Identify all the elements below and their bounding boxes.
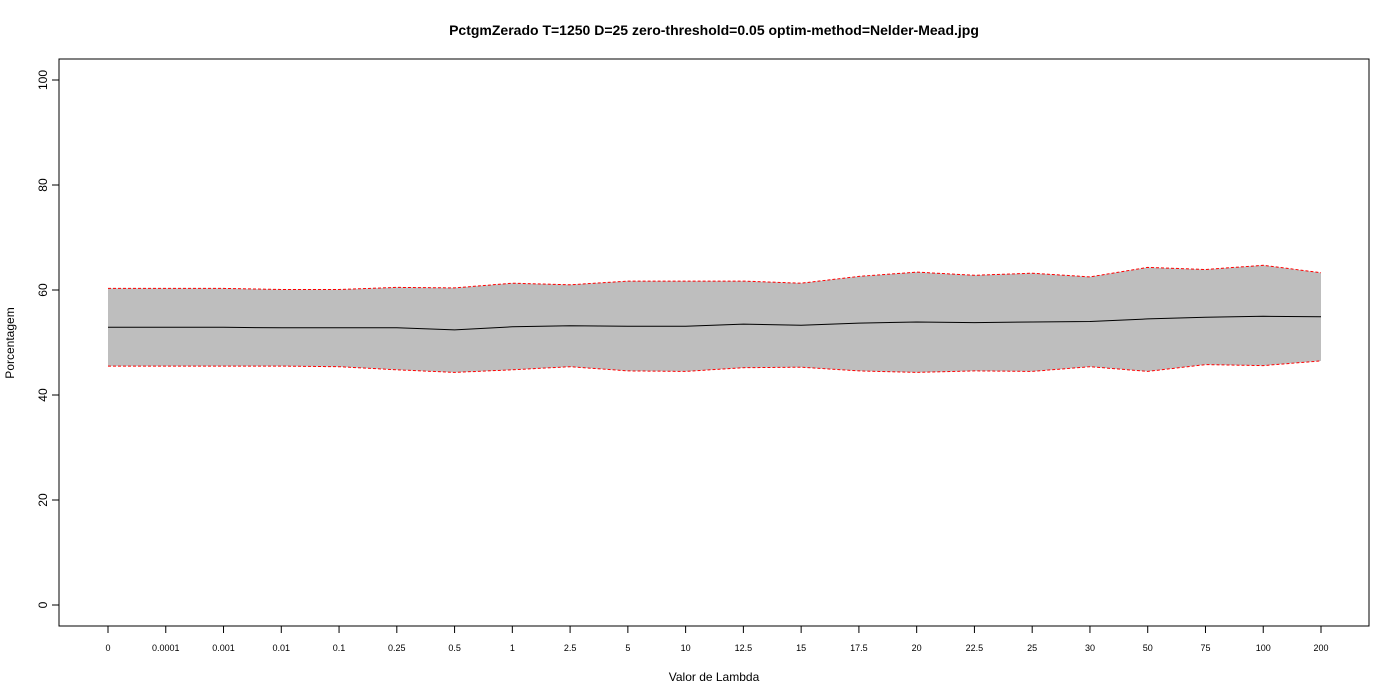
x-tick-label: 0.25 — [388, 643, 406, 653]
x-tick-label: 22.5 — [966, 643, 984, 653]
chart-title: PctgmZerado T=1250 D=25 zero-threshold=0… — [449, 22, 979, 38]
x-tick-label: 30 — [1085, 643, 1095, 653]
x-tick-label: 15 — [796, 643, 806, 653]
series-line-upper — [108, 264, 1322, 290]
y-tick-label: 60 — [36, 283, 50, 297]
y-axis-label: Porcentagem — [3, 307, 17, 378]
y-tick-label: 100 — [36, 70, 50, 90]
x-tick-label: 0 — [105, 643, 110, 653]
y-tick-label: 20 — [36, 493, 50, 507]
x-tick-label: 50 — [1143, 643, 1153, 653]
y-tick-label: 0 — [36, 601, 50, 608]
x-tick-label: 25 — [1027, 643, 1037, 653]
x-tick-label: 2.5 — [564, 643, 577, 653]
x-tick-label: 0.001 — [212, 643, 235, 653]
x-tick-label: 100 — [1256, 643, 1271, 653]
x-tick-label: 12.5 — [735, 643, 753, 653]
x-tick-label: 10 — [681, 643, 691, 653]
x-tick-label: 0.1 — [333, 643, 346, 653]
series-line-lower — [108, 360, 1322, 373]
x-tick-label: 0.5 — [448, 643, 461, 653]
x-tick-label: 1 — [510, 643, 515, 653]
x-tick-label: 20 — [912, 643, 922, 653]
series-line-mean — [108, 315, 1322, 331]
y-tick-label: 80 — [36, 178, 50, 192]
x-tick-label: 0.0001 — [152, 643, 180, 653]
confidence-band — [108, 265, 1321, 373]
x-axis-label: Valor de Lambda — [669, 670, 760, 684]
y-tick-label: 40 — [36, 388, 50, 402]
x-tick-label: 5 — [625, 643, 630, 653]
x-tick-label: 75 — [1200, 643, 1210, 653]
x-tick-label: 17.5 — [850, 643, 868, 653]
x-tick-label: 0.01 — [273, 643, 291, 653]
x-tick-label: 200 — [1313, 643, 1328, 653]
